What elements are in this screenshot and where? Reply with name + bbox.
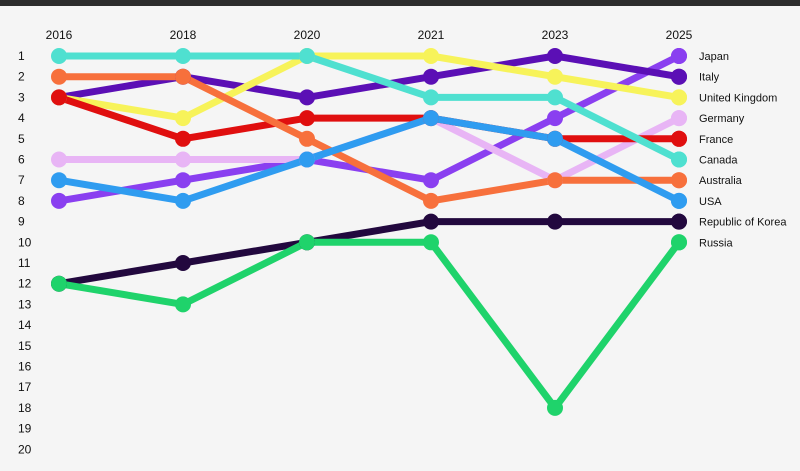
y-tick-label: 4 <box>18 111 25 125</box>
series-line-australia <box>55 73 683 205</box>
legend-label: Australia <box>699 175 743 187</box>
data-point-republic-of-korea <box>175 255 191 271</box>
data-point-usa <box>299 151 315 168</box>
y-tick-label: 12 <box>18 277 32 291</box>
series-line-canada <box>55 52 683 163</box>
series-line-france <box>55 93 683 143</box>
series-line-united-kingdom <box>55 52 683 122</box>
data-point-france <box>175 130 191 147</box>
legend-marker <box>671 130 687 147</box>
legend-label: USA <box>699 196 722 208</box>
data-point-japan <box>175 172 191 189</box>
top-bar <box>0 0 800 6</box>
data-point-russia <box>423 234 439 251</box>
y-tick-label: 7 <box>18 173 25 187</box>
legend-marker <box>671 172 687 189</box>
data-point-canada <box>299 48 315 64</box>
data-point-canada <box>423 89 439 106</box>
legend-label: Republic of Korea <box>699 217 787 229</box>
data-point-australia <box>299 130 315 147</box>
data-point-australia <box>51 68 67 85</box>
y-tick-label: 5 <box>18 132 25 146</box>
data-point-france <box>299 110 315 127</box>
data-point-usa <box>547 130 563 147</box>
x-tick-label: 2018 <box>170 28 197 42</box>
data-point-australia <box>175 68 191 85</box>
data-point-republic-of-korea <box>423 213 439 230</box>
series-line-russia <box>55 238 683 412</box>
data-point-republic-of-korea <box>547 213 563 230</box>
data-point-australia <box>423 192 439 209</box>
data-point-france <box>51 89 67 106</box>
legend-marker <box>671 213 687 230</box>
data-point-italy <box>547 48 563 64</box>
x-tick-label: 2023 <box>542 28 569 42</box>
y-tick-label: 16 <box>18 360 32 374</box>
data-point-united-kingdom <box>175 110 191 127</box>
x-tick-label: 2016 <box>46 28 73 42</box>
legend-label: Japan <box>699 51 729 63</box>
y-tick-label: 3 <box>18 90 25 104</box>
y-tick-label: 19 <box>18 422 32 436</box>
y-tick-label: 11 <box>18 256 31 270</box>
data-point-japan <box>51 192 67 209</box>
legend-marker <box>671 68 687 85</box>
data-point-canada <box>51 48 67 64</box>
data-point-germany <box>51 151 67 168</box>
data-point-usa <box>175 192 191 209</box>
data-point-usa <box>51 172 67 189</box>
data-point-italy <box>299 89 315 106</box>
series-line-republic-of-korea <box>55 218 683 288</box>
data-point-australia <box>547 172 563 189</box>
legend-label: France <box>699 134 733 146</box>
data-point-russia <box>299 234 315 251</box>
y-tick-label: 13 <box>18 297 32 311</box>
legend-marker <box>671 192 687 209</box>
y-tick-label: 10 <box>18 235 32 249</box>
x-tick-label: 2020 <box>294 28 321 42</box>
legend-marker <box>671 48 687 64</box>
y-tick-label: 8 <box>18 194 25 208</box>
y-tick-label: 1 <box>18 49 25 63</box>
y-tick-label: 17 <box>18 380 32 394</box>
y-tick-label: 14 <box>18 318 32 332</box>
y-tick-label: 6 <box>18 153 25 167</box>
data-point-russia <box>51 275 67 292</box>
data-point-italy <box>423 68 439 85</box>
series-line-usa <box>55 114 683 205</box>
y-tick-label: 18 <box>18 401 32 415</box>
data-point-canada <box>547 89 563 106</box>
legend: Japan Italy United Kingdom Germany France Can… <box>671 48 787 251</box>
x-tick-label: 2025 <box>666 28 693 42</box>
legend-marker <box>671 89 687 106</box>
data-point-japan <box>547 110 563 127</box>
legend-label: Italy <box>699 72 720 84</box>
y-tick-label: 9 <box>18 215 25 229</box>
y-tick-label: 15 <box>18 339 32 353</box>
data-point-russia <box>175 296 191 313</box>
legend-marker <box>671 234 687 251</box>
y-tick-label: 2 <box>18 70 25 84</box>
data-point-usa <box>423 110 439 127</box>
legend-label: Russia <box>699 237 734 249</box>
data-point-russia <box>547 399 563 416</box>
series-lines <box>55 52 683 412</box>
data-point-united-kingdom <box>423 48 439 64</box>
legend-marker <box>671 151 687 168</box>
data-point-united-kingdom <box>547 68 563 85</box>
data-point-japan <box>423 172 439 189</box>
data-point-canada <box>175 48 191 64</box>
legend-label: United Kingdom <box>699 92 777 104</box>
legend-label: Germany <box>699 113 745 125</box>
legend-marker <box>671 110 687 127</box>
x-tick-label: 2021 <box>418 28 445 42</box>
legend-label: Canada <box>699 155 738 167</box>
y-tick-label: 20 <box>18 442 32 456</box>
x-axis-ticks: 2016 2018 2020 2021 2023 2025 <box>46 28 693 42</box>
data-point-germany <box>175 151 191 168</box>
